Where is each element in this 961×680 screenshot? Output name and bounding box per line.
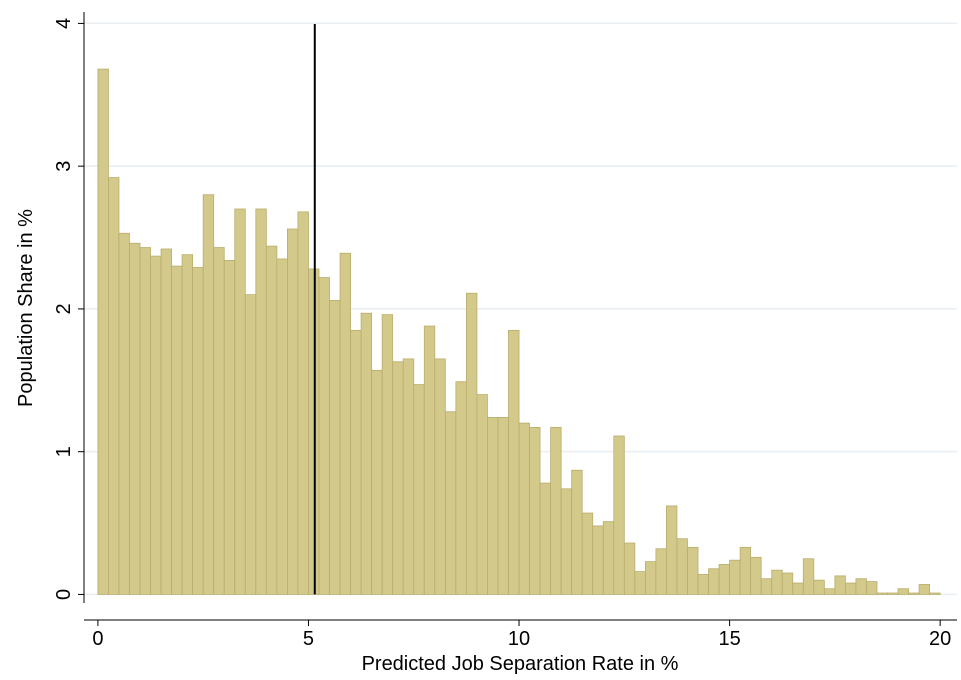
bar	[487, 417, 499, 595]
y-tick-label: 2	[53, 303, 75, 314]
bar	[613, 435, 625, 595]
bar	[644, 561, 657, 595]
bar	[834, 575, 846, 595]
bar	[866, 581, 878, 595]
bar	[318, 277, 330, 595]
bar	[571, 469, 583, 595]
bar	[223, 259, 236, 595]
bar	[297, 211, 309, 595]
bar	[444, 411, 457, 595]
x-tick-label: 10	[508, 628, 530, 650]
bar	[739, 546, 752, 595]
bar	[255, 208, 267, 595]
bar	[581, 512, 594, 595]
bar	[813, 579, 825, 595]
bar	[634, 571, 646, 595]
bar	[108, 177, 120, 595]
bar	[750, 556, 762, 595]
bar	[781, 572, 794, 595]
bar	[623, 542, 636, 595]
bar	[908, 592, 920, 595]
bar	[666, 505, 678, 595]
bar	[897, 588, 909, 595]
bar	[181, 254, 194, 595]
y-tick-label: 0	[53, 589, 75, 600]
bar	[802, 558, 815, 595]
bar	[887, 592, 899, 595]
bar	[918, 584, 931, 595]
bar	[276, 258, 288, 595]
bar	[476, 394, 488, 595]
bar	[118, 232, 130, 595]
bar	[234, 208, 246, 595]
bar	[602, 521, 615, 595]
bar	[760, 578, 773, 595]
bar	[529, 427, 541, 595]
bar	[592, 525, 604, 595]
bar	[845, 582, 857, 595]
bar	[308, 268, 320, 595]
bar	[287, 228, 299, 595]
bar	[929, 592, 941, 595]
bar	[423, 325, 436, 595]
x-tick-label: 20	[929, 628, 951, 650]
bar	[339, 252, 351, 595]
bar	[508, 329, 520, 595]
bar	[171, 265, 183, 595]
bar	[455, 381, 467, 595]
bar	[192, 267, 204, 595]
bar	[97, 68, 109, 595]
bar	[150, 255, 162, 595]
bar	[518, 422, 530, 595]
bar	[655, 548, 667, 595]
bar	[381, 314, 394, 595]
bar	[350, 329, 362, 595]
bar	[876, 592, 888, 595]
y-tick-label: 1	[53, 446, 75, 457]
bar	[202, 194, 215, 595]
x-tick-label: 0	[92, 628, 103, 650]
bar	[371, 369, 383, 595]
bar	[687, 546, 699, 595]
bar	[413, 384, 425, 595]
bar	[560, 488, 573, 595]
bar	[244, 294, 257, 595]
bar	[265, 245, 278, 595]
bar	[792, 582, 804, 595]
bar	[718, 564, 730, 595]
bar	[771, 569, 783, 595]
x-tick-label: 15	[718, 628, 740, 650]
bar	[129, 242, 141, 595]
bar	[497, 417, 509, 595]
y-tick-label: 3	[53, 161, 75, 172]
bar	[823, 588, 836, 595]
y-tick-label: 4	[53, 18, 75, 29]
bar	[139, 247, 151, 595]
bar	[729, 559, 741, 595]
x-axis-label: Predicted Job Separation Rate in %	[362, 653, 679, 675]
bar	[550, 427, 562, 595]
bar	[402, 358, 415, 595]
bar	[360, 312, 373, 595]
bar	[708, 568, 720, 595]
bar	[434, 358, 446, 595]
x-tick-label: 5	[303, 628, 314, 650]
bar	[160, 248, 172, 595]
bar	[697, 574, 709, 595]
bar	[465, 292, 478, 595]
bar	[213, 247, 225, 595]
bar	[329, 299, 341, 595]
bar	[392, 361, 404, 595]
bar	[676, 538, 688, 595]
bar	[855, 578, 867, 595]
y-axis-label: Population Share in %	[15, 209, 37, 407]
bar	[539, 482, 552, 595]
